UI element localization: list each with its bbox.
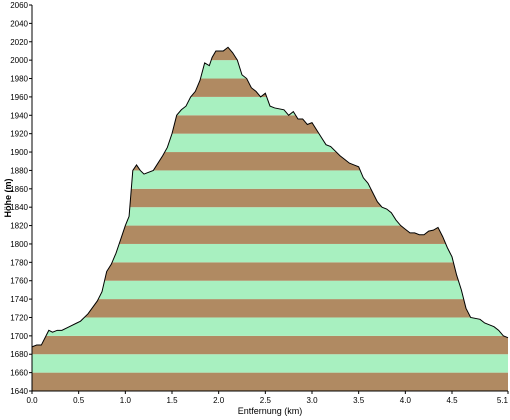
y-tick-label: 1980 xyxy=(10,75,28,84)
y-tick-label: 1900 xyxy=(10,148,28,157)
elevation-band xyxy=(32,243,508,263)
elevation-band xyxy=(32,280,508,300)
elevation-band xyxy=(32,262,508,281)
y-tick-label: 1640 xyxy=(10,387,28,396)
y-tick-label: 1820 xyxy=(10,222,28,231)
x-axis-ticks: 0.0 0.5 1.0 1.5 2.0 2.5 3.0 3.5 4.0 4.5 5.1 xyxy=(26,391,509,405)
elevation-band xyxy=(32,207,508,226)
y-tick-label: 2020 xyxy=(10,38,28,47)
x-tick-label: 2.5 xyxy=(260,396,272,405)
x-tick-label: 4.0 xyxy=(400,396,412,405)
elevation-band xyxy=(32,317,508,336)
y-tick-label: 2040 xyxy=(10,19,28,28)
y-tick-label: 1800 xyxy=(10,240,28,249)
x-tick-label: 1.5 xyxy=(166,396,178,405)
x-tick-label: 3.5 xyxy=(353,396,365,405)
x-axis-label: Entfernung (km) xyxy=(238,406,303,416)
x-tick-label: 2.0 xyxy=(213,396,225,405)
y-axis-label: Höhe (m) xyxy=(3,179,13,218)
x-tick-label: 3.0 xyxy=(306,396,318,405)
x-tick-label: 1.0 xyxy=(120,396,132,405)
x-tick-label: 0.0 xyxy=(26,396,38,405)
y-axis-ticks: 1640 1660 1680 1700 1720 1740 1760 1780 1800 1820… xyxy=(10,1,32,396)
elevation-line xyxy=(31,46,509,348)
y-tick-label: 1700 xyxy=(10,332,28,341)
y-tick-label: 2060 xyxy=(10,1,28,10)
elevation-band xyxy=(32,354,508,373)
y-tick-label: 1740 xyxy=(10,295,28,304)
y-tick-label: 1660 xyxy=(10,369,28,378)
y-tick-label: 1940 xyxy=(10,111,28,120)
x-tick-label: 4.5 xyxy=(446,396,458,405)
elevation-band xyxy=(32,299,508,318)
elevation-band xyxy=(32,225,508,244)
y-tick-label: 1680 xyxy=(10,350,28,359)
elevation-band xyxy=(32,372,508,391)
y-tick-label: 1960 xyxy=(10,93,28,102)
y-tick-label: 1780 xyxy=(10,258,28,267)
y-tick-label: 2000 xyxy=(10,56,28,65)
y-tick-label: 1920 xyxy=(10,130,28,139)
y-tick-label: 1720 xyxy=(10,313,28,322)
elevation-band xyxy=(32,335,508,355)
y-tick-label: 1840 xyxy=(10,203,28,212)
x-tick-label: 5.1 xyxy=(497,396,509,405)
y-tick-label: 1880 xyxy=(10,166,28,175)
y-tick-label: 1860 xyxy=(10,185,28,194)
x-tick-label: 0.5 xyxy=(73,396,85,405)
y-tick-label: 1760 xyxy=(10,277,28,286)
